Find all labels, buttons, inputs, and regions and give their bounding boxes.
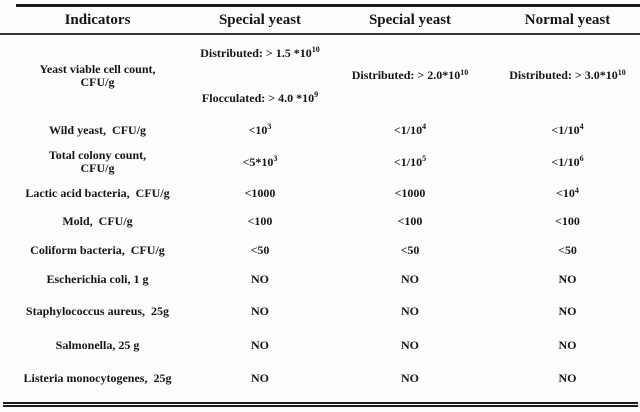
table-row-staphylococcus-aureus: Staphylococcus aureus, 25g NO NO NO <box>0 295 640 328</box>
value-cell: NO <box>558 371 577 385</box>
value-cell: <100 <box>247 214 273 228</box>
indicator-cell: Coliform bacteria, CFU/g <box>30 242 165 257</box>
value-cell: <1000 <box>244 186 276 200</box>
table-row-total-colony-count: Total colony count, CFU/g <5*103 <1/105 … <box>0 144 640 180</box>
column-header-special-yeast-2: Special yeast <box>325 7 495 35</box>
value-cell: Distributed: > 1.5 *1010 Flocculated: > … <box>195 34 325 116</box>
header-row: Indicators Special yeast Special yeast N… <box>0 7 640 35</box>
value-cell: NO <box>251 304 269 318</box>
value-cell: NO <box>401 272 419 286</box>
table-row-lactic-acid-bacteria: Lactic acid bacteria, CFU/g <1000 <1000 … <box>0 180 640 207</box>
yeast-quality-indicators-table: Indicators Special yeast Special yeast N… <box>0 7 640 395</box>
indicator-cell: Escherichia coli, 1 g <box>46 272 149 286</box>
table-row-mold: Mold, CFU/g <100 <100 <100 <box>0 207 640 236</box>
table-bottom-rule <box>3 402 638 407</box>
value-cell: <104 <box>556 185 579 200</box>
value-cell: NO <box>251 371 269 385</box>
table-row-listeria-monocytogenes: Listeria monocytogenes, 25g NO NO NO <box>0 362 640 395</box>
value-cell: <1/104 <box>393 122 427 137</box>
indicator-cell: Wild yeast, CFU/g <box>48 122 147 137</box>
column-header-normal-yeast: Normal yeast <box>495 7 640 35</box>
value-cell: NO <box>401 337 419 352</box>
dual-value-group: Distributed: > 1.5 *1010 Flocculated: > … <box>195 45 325 105</box>
table-row-salmonella: Salmonella, 25 g NO NO NO <box>0 328 640 362</box>
value-cell: <1/105 <box>393 154 427 169</box>
value-line-distributed: Distributed: > 1.5 *1010 <box>200 45 320 60</box>
value-cell: <1/106 <box>551 154 584 169</box>
indicator-cell: Salmonella, 25 g <box>55 337 140 352</box>
indicator-cell: Lactic acid bacteria, CFU/g <box>25 186 170 200</box>
column-header-indicators: Indicators <box>0 7 195 35</box>
value-cell: <50 <box>558 242 577 257</box>
value-cell: <50 <box>400 242 420 257</box>
value-cell: NO <box>251 272 269 286</box>
value-cell: NO <box>558 272 577 286</box>
value-cell: <50 <box>250 242 270 257</box>
value-cell: NO <box>558 304 577 318</box>
value-cell: <5*103 <box>242 154 278 169</box>
value-cell: Distributed: > 3.0*1010 <box>509 67 626 82</box>
value-cell: <103 <box>248 122 272 137</box>
table-row-yeast-viable-cell-count: Yeast viable cell count, CFU/g Distribut… <box>0 34 640 116</box>
table-top-rule <box>16 4 640 7</box>
value-cell: NO <box>251 337 269 352</box>
value-cell: NO <box>401 304 419 318</box>
table-row-wild-yeast: Wild yeast, CFU/g <103 <1/104 <1/104 <box>0 116 640 144</box>
indicator-cell: Staphylococcus aureus, 25g <box>25 304 170 318</box>
column-header-special-yeast-1: Special yeast <box>195 7 325 35</box>
value-cell: Distributed: > 2.0*1010 <box>351 67 469 82</box>
indicator-cell: Yeast viable cell count, CFU/g <box>39 61 156 89</box>
indicator-cell: Listeria monocytogenes, 25g <box>23 371 172 385</box>
value-cell: <1000 <box>394 186 426 200</box>
value-cell: <100 <box>555 214 580 228</box>
value-cell: <100 <box>397 214 423 228</box>
table-row-escherichia-coli: Escherichia coli, 1 g NO NO NO <box>0 264 640 295</box>
indicator-cell: Total colony count, CFU/g <box>48 148 147 175</box>
value-cell: NO <box>558 337 577 352</box>
table-row-coliform-bacteria: Coliform bacteria, CFU/g <50 <50 <50 <box>0 236 640 264</box>
value-cell: <1/104 <box>551 122 584 137</box>
value-cell: NO <box>401 371 419 385</box>
value-line-flocculated: Flocculated: > 4.0 *109 <box>201 90 319 105</box>
indicator-cell: Mold, CFU/g <box>62 214 133 228</box>
